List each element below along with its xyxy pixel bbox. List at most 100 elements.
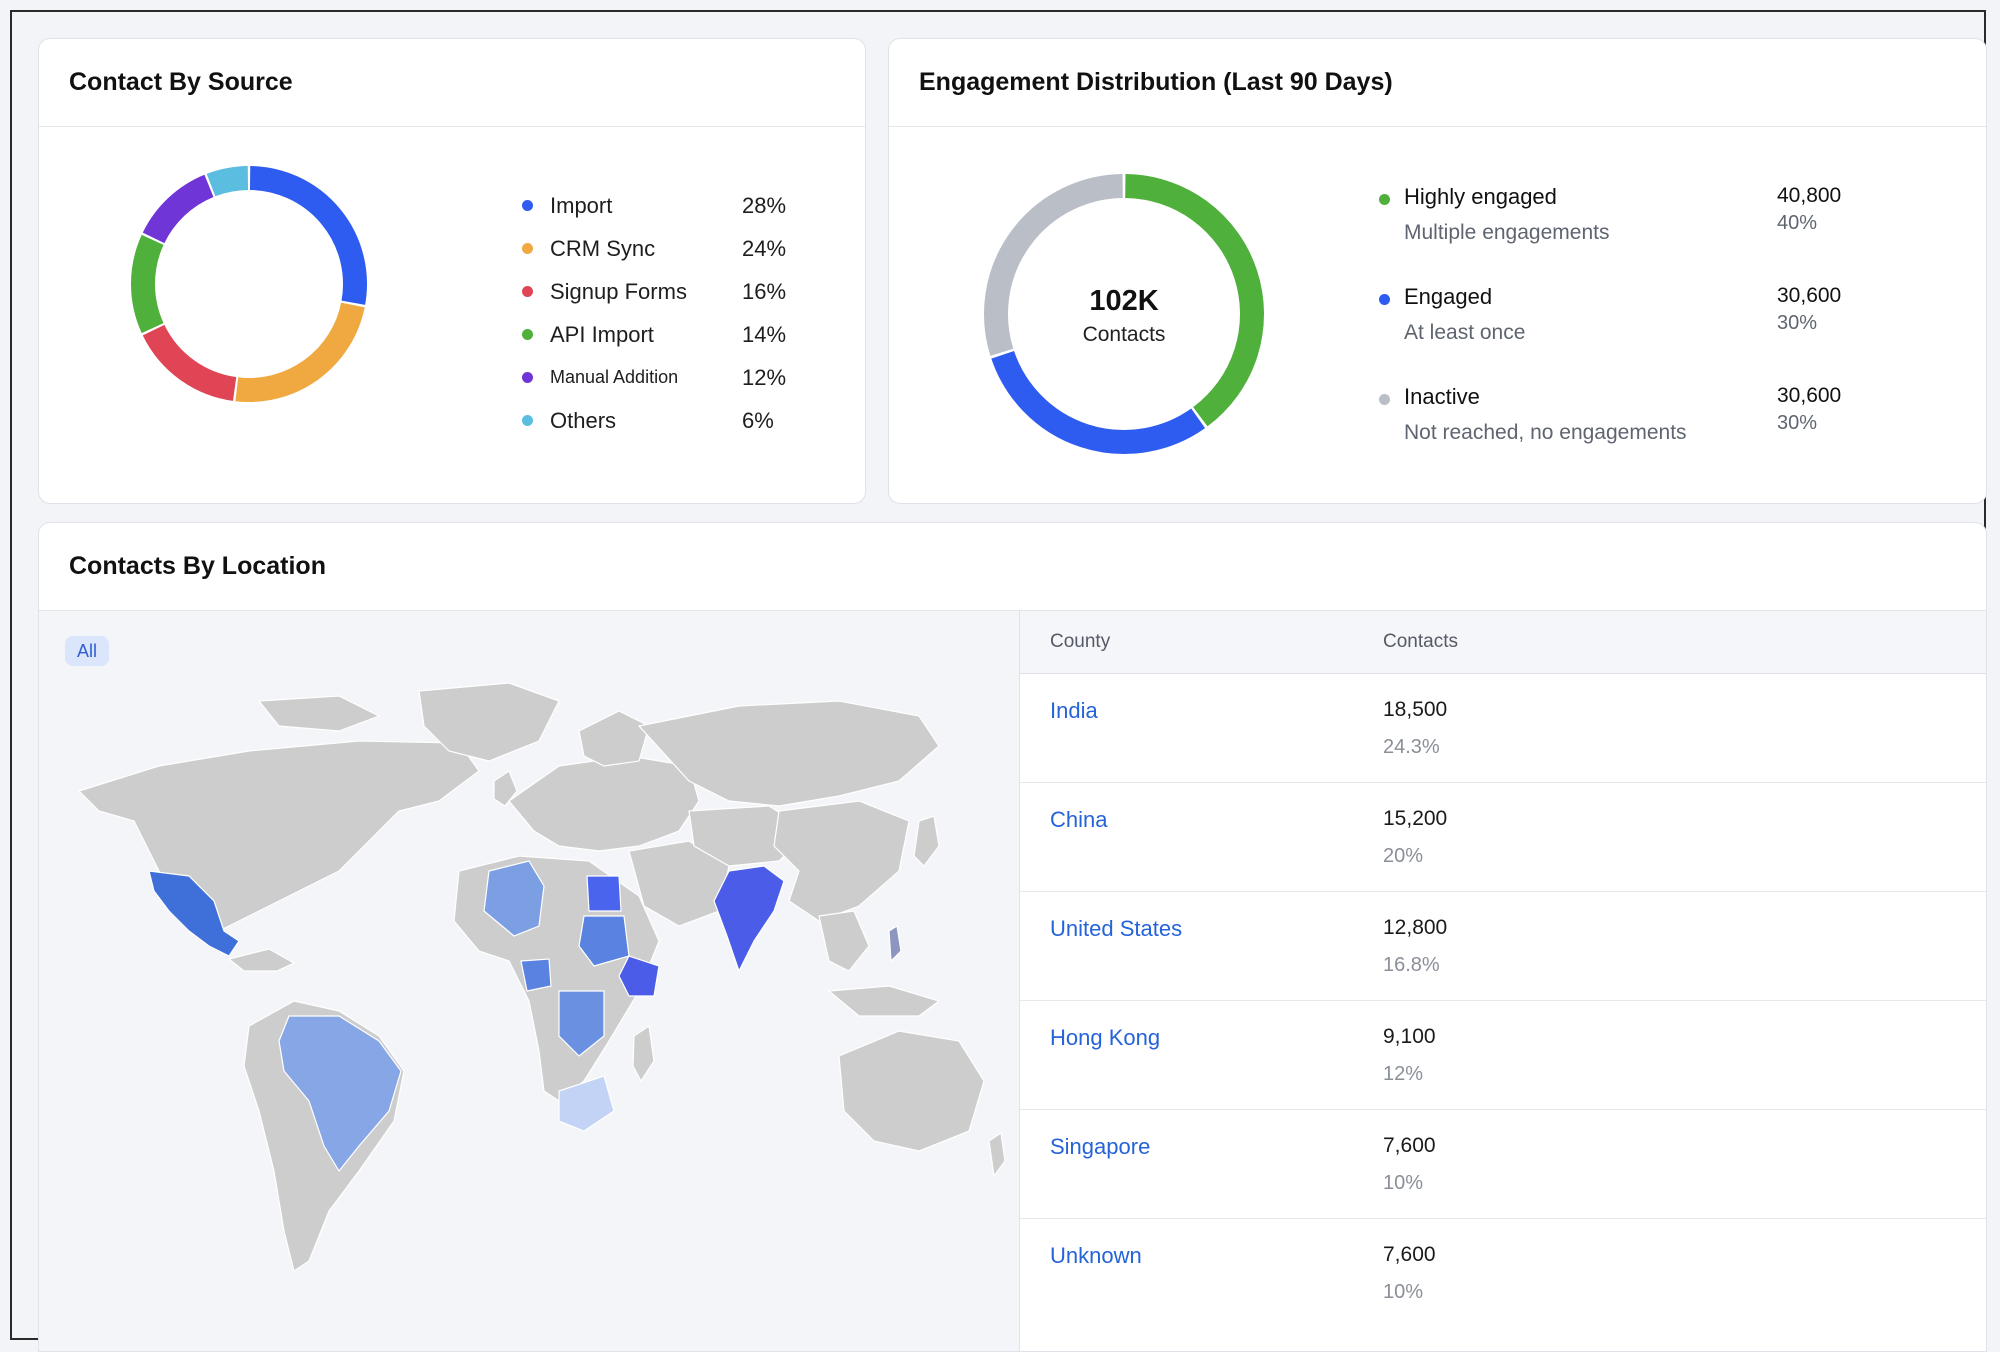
legend-label: Others	[550, 407, 617, 433]
engagement-item-engaged[interactable]: Engaged At least once 30,600 30%	[1379, 284, 1899, 364]
engagement-item-inactive[interactable]: Inactive Not reached, no engagements 30,…	[1379, 384, 1899, 464]
engagement-slice-engaged[interactable]	[991, 350, 1206, 454]
engagement-name: Highly engaged	[1404, 184, 1557, 209]
map-region-japan	[913, 815, 940, 867]
legend-item-import[interactable]: Import 28%	[519, 184, 849, 227]
contact-count: 12,800	[1383, 916, 1448, 939]
source-slice-crm-sync[interactable]	[235, 302, 365, 402]
donut-center-value: 102K	[1089, 285, 1159, 317]
country-link[interactable]: Hong Kong	[1050, 1025, 1161, 1050]
map-country-sudan	[578, 915, 630, 967]
contact-percent: 12%	[1383, 1063, 1424, 1085]
legend-percent: 16%	[742, 278, 787, 304]
legend-percent: 6%	[742, 407, 774, 433]
legend-dot	[1379, 394, 1390, 405]
legend-item-manual-addition[interactable]: Manual Addition 12%	[519, 356, 849, 399]
legend-dot	[522, 243, 533, 254]
contact-percent: 20%	[1383, 845, 1424, 867]
legend-item-api-import[interactable]: API Import 14%	[519, 313, 849, 356]
engagement-item-highly-engaged[interactable]: Highly engaged Multiple engagements 40,8…	[1379, 184, 1899, 264]
engagement-description: At least once	[1404, 321, 1526, 344]
map-pane: All	[39, 611, 1019, 1351]
map-region-madagascar	[632, 1024, 655, 1083]
engagement-slice-inactive[interactable]	[984, 174, 1123, 356]
map-country-dr-congo	[558, 990, 605, 1057]
legend-label: CRM Sync	[550, 235, 656, 261]
dashboard-frame: Contact By Source Import 28% CRM Sync 24…	[10, 10, 1987, 1352]
contact-count: 18,500	[1383, 698, 1448, 721]
source-slice-import[interactable]	[249, 166, 367, 305]
map-region-australia	[838, 1030, 985, 1152]
country-link[interactable]: China	[1050, 807, 1108, 832]
map-region-southeast-asia	[818, 910, 870, 972]
source-slice-signup-forms[interactable]	[142, 324, 237, 401]
source-slice-api-import[interactable]	[131, 234, 164, 334]
legend-dot	[522, 286, 533, 297]
source-donut-chart	[131, 166, 367, 402]
country-link[interactable]: Unknown	[1050, 1243, 1142, 1268]
legend-item-crm-sync[interactable]: CRM Sync 24%	[519, 227, 849, 270]
map-region-caribbean	[227, 948, 296, 972]
legend-label: Signup Forms	[550, 278, 687, 304]
donut-center-label: Contacts	[1082, 323, 1166, 346]
legend-dot	[522, 200, 533, 211]
map-country-philippines	[888, 925, 902, 963]
legend-label: API Import	[550, 321, 654, 347]
map-country-egypt	[586, 875, 622, 912]
card-title: Contacts By Location	[69, 552, 326, 580]
engagement-donut-chart	[984, 174, 1264, 454]
card-header: Contacts By Location	[39, 523, 1986, 611]
map-region-uk	[493, 770, 518, 807]
engagement-count: 30,600	[1777, 384, 1842, 407]
legend-label: Manual Addition	[550, 367, 679, 387]
location-table: County Contacts India 18,500 24.3% China…	[1019, 611, 1986, 1351]
contact-percent: 24.3%	[1383, 736, 1440, 758]
contact-percent: 16.8%	[1383, 954, 1440, 976]
legend-dot	[522, 372, 533, 383]
source-slice-others[interactable]	[206, 166, 249, 197]
legend-percent: 24%	[742, 235, 787, 261]
table-row: United States 12,800 16.8%	[1020, 892, 1986, 1001]
table-row: India 18,500 24.3%	[1020, 674, 1986, 783]
legend-item-others[interactable]: Others 6%	[519, 399, 849, 442]
filter-chip-all[interactable]: All	[65, 636, 110, 666]
map-region-east-asia	[773, 800, 910, 922]
engagement-percent: 30%	[1777, 312, 1818, 334]
engagement-count: 30,600	[1777, 284, 1842, 307]
column-header-country[interactable]: County	[1050, 631, 1111, 652]
country-link[interactable]: United States	[1050, 916, 1183, 941]
table-row: Hong Kong 9,100 12%	[1020, 1001, 1986, 1110]
engagement-percent: 40%	[1777, 212, 1818, 234]
country-link[interactable]: India	[1050, 698, 1098, 723]
engagement-percent: 30%	[1777, 412, 1818, 434]
legend-dot	[522, 329, 533, 340]
map-region-new-zealand	[988, 1131, 1006, 1178]
card-title: Engagement Distribution (Last 90 Days)	[919, 68, 1393, 96]
source-slice-manual-addition[interactable]	[142, 174, 214, 244]
map-country-india	[713, 865, 785, 973]
map-region-greenland	[418, 682, 560, 762]
engagement-description: Multiple engagements	[1404, 221, 1610, 244]
legend-item-signup-forms[interactable]: Signup Forms 16%	[519, 270, 849, 313]
legend-dot	[1379, 294, 1390, 305]
table-row: Singapore 7,600 10%	[1020, 1110, 1986, 1219]
legend-percent: 12%	[742, 364, 787, 390]
map-region-indonesia	[827, 985, 941, 1017]
card-header: Contact By Source	[39, 39, 865, 127]
map-region-arctic-islands	[257, 695, 381, 732]
map-country-nigeria	[520, 958, 552, 992]
map-country-mexico	[148, 870, 240, 957]
legend-label: Import	[550, 192, 613, 218]
world-map[interactable]	[39, 671, 1019, 1291]
contact-by-source-card: Contact By Source Import 28% CRM Sync 24…	[38, 38, 866, 504]
engagement-slice-highly-engaged[interactable]	[1125, 174, 1264, 427]
country-link[interactable]: Singapore	[1050, 1134, 1151, 1159]
contact-count: 7,600	[1383, 1134, 1436, 1157]
map-country-brazil	[278, 1015, 402, 1173]
map-region-north-america	[77, 740, 480, 932]
card-title: Contact By Source	[69, 68, 293, 96]
contact-count: 15,200	[1383, 807, 1448, 830]
map-region-scandinavia	[578, 710, 650, 767]
table-row: Unknown 7,600 10%	[1020, 1219, 1986, 1327]
column-header-contacts[interactable]: Contacts	[1383, 631, 1458, 652]
